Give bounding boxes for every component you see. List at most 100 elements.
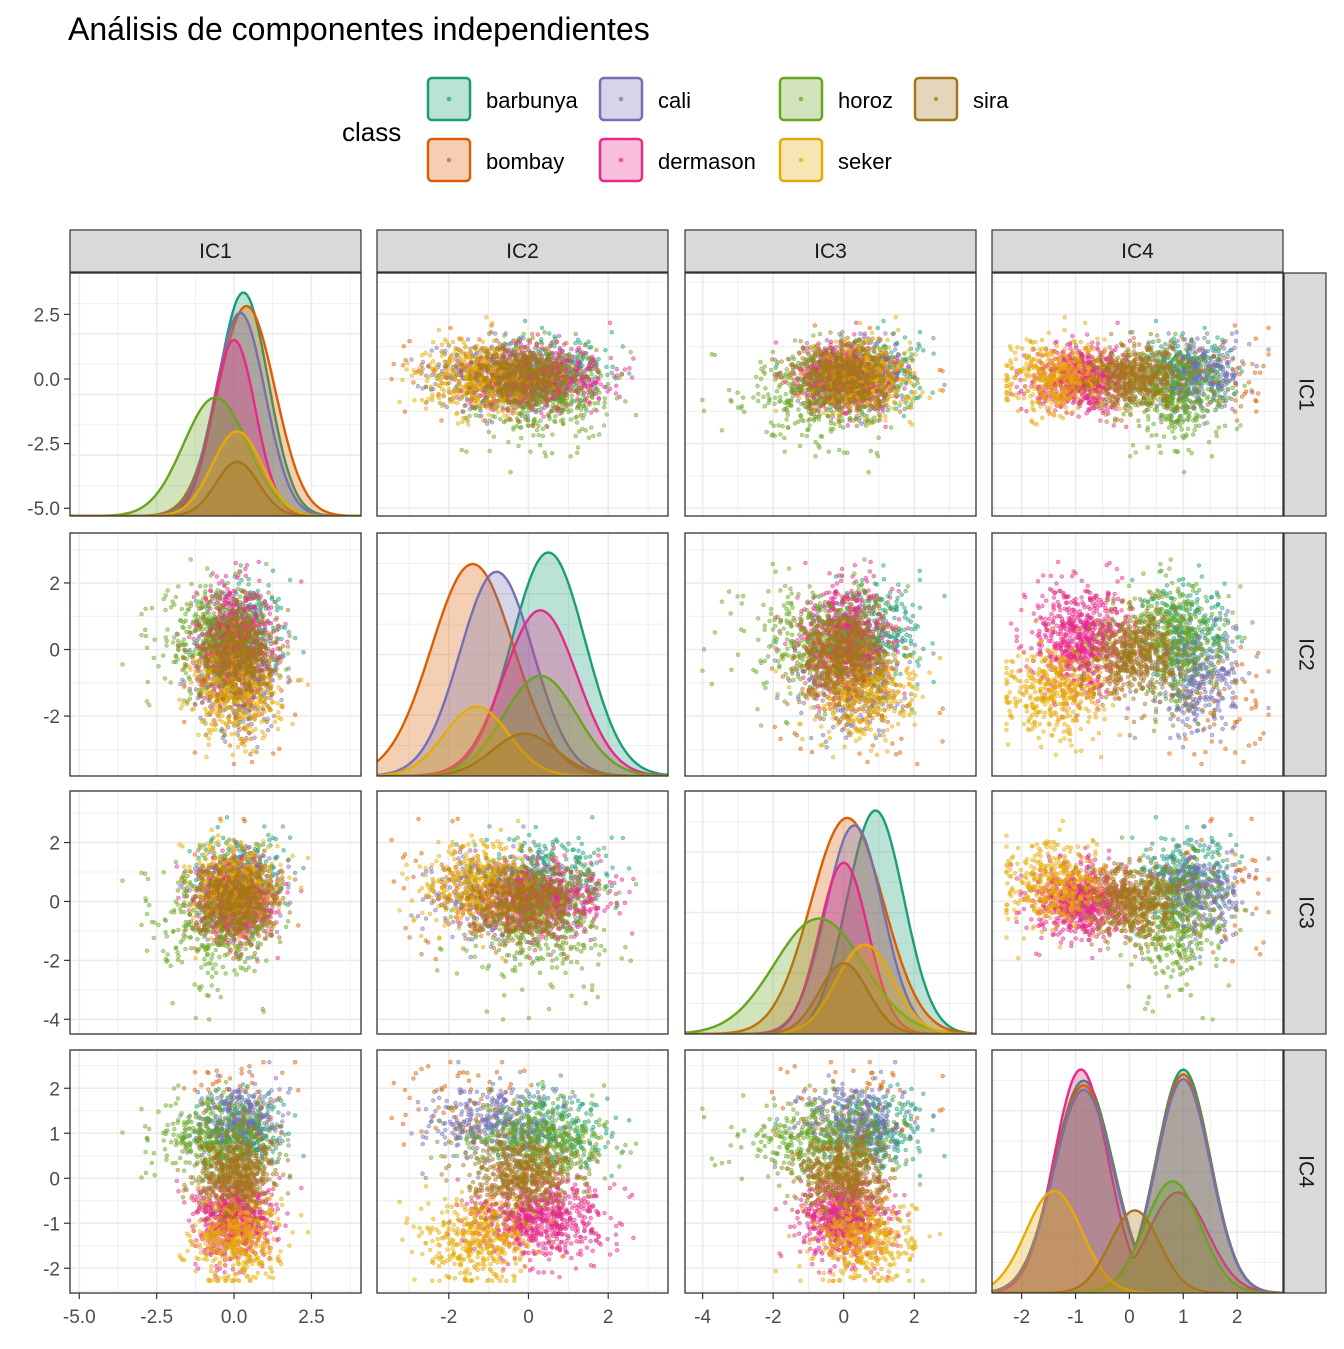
point-horoz [545,424,549,428]
point-seker [496,339,500,343]
point-cali [893,348,897,352]
point-seker [463,377,467,381]
point-horoz [602,424,606,428]
point-sira [552,379,556,383]
point-horoz [869,449,873,453]
point-sira [525,396,529,400]
point-sira [575,381,579,385]
point-horoz [818,446,822,450]
point-horoz [812,334,816,338]
legend-label-horoz: horoz [838,88,893,113]
point-horoz [629,350,633,354]
point-horoz [742,410,746,414]
point-horoz [535,428,539,432]
strip-right-IC4: IC4 [1284,1050,1326,1293]
point-sira [536,381,540,385]
point-seker [452,352,456,356]
point-dermason [554,351,558,355]
point-sira [510,403,514,407]
point-horoz [818,332,822,336]
point-seker [883,347,887,351]
point-seker [480,405,484,409]
point-sira [440,350,444,354]
point-horoz [766,393,770,397]
point-seker [877,347,881,351]
point-seker [492,339,496,343]
point-dermason [536,333,540,337]
point-dermason [603,385,607,389]
point-seker [889,385,893,389]
point-horoz [532,434,536,438]
point-cali [410,358,414,362]
point-horoz [503,334,507,338]
point-seker [458,354,462,358]
point-sira [498,362,502,366]
point-horoz [559,419,563,423]
point-barbunya [876,326,880,330]
point-horoz [769,368,773,372]
point-sira [511,361,515,365]
point-seker [461,385,465,389]
point-horoz [527,409,531,413]
point-horoz [575,451,579,455]
point-seker [405,368,409,372]
point-dermason [589,411,593,415]
point-cali [461,410,465,414]
point-sira [505,388,509,392]
point-seker [475,399,479,403]
point-sira [863,405,867,409]
point-seker [837,413,841,417]
point-seker [501,403,505,407]
point-sira [478,367,482,371]
point-seker [870,331,874,335]
point-horoz [527,424,531,428]
point-horoz [574,434,578,438]
point-horoz [841,419,845,423]
point-horoz [602,405,606,409]
point-seker [896,328,900,332]
legend-key-point-bombay [447,158,452,163]
point-seker [448,400,452,404]
point-dermason [614,392,618,396]
point-seker [447,387,451,391]
point-seker [894,389,898,393]
point-barbunya [547,332,551,336]
point-barbunya [921,348,925,352]
point-horoz [617,376,621,380]
strip-right-label-IC2: IC2 [1294,638,1317,671]
point-barbunya [610,371,614,375]
point-sira [595,348,599,352]
point-seker [907,349,911,353]
point-seker [787,376,791,380]
point-seker [899,400,903,404]
point-sira [550,360,554,364]
point-horoz [554,414,558,418]
point-seker [902,380,906,384]
point-sira [499,389,503,393]
point-dermason [903,387,907,391]
point-seker [445,340,449,344]
point-sira [557,358,561,362]
point-barbunya [576,338,580,342]
point-bombay [440,419,444,423]
strip-top-label-IC3: IC3 [814,240,847,263]
strip-top-IC1: IC1 [70,230,361,272]
point-horoz [829,421,833,425]
point-seker [417,369,421,373]
point-seker [898,363,902,367]
point-dermason [582,380,586,384]
point-horoz [797,408,801,412]
point-horoz [477,414,481,418]
point-sira [588,403,592,407]
point-sira [557,362,561,366]
point-dermason [863,334,867,338]
point-sira [547,376,551,380]
point-sira [494,381,498,385]
point-horoz [576,446,580,450]
point-horoz [575,421,579,425]
point-barbunya [610,330,614,334]
point-seker [473,366,477,370]
point-sira [583,343,587,347]
point-barbunya [902,414,906,418]
point-cali [509,341,513,345]
